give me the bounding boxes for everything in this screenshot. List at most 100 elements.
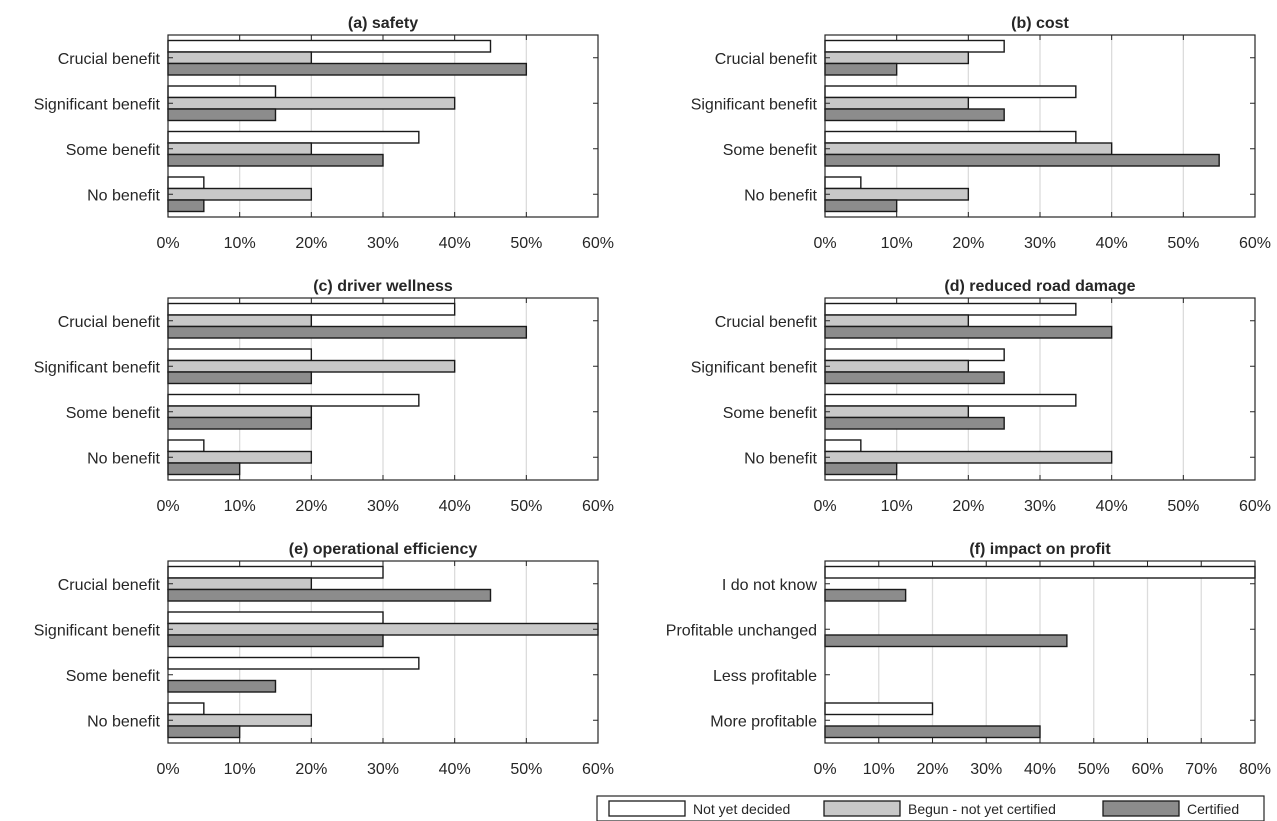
bar [167,371,313,385]
bar [824,588,907,602]
x-tick-label: 50% [510,235,542,252]
category-label: Some benefit [723,405,818,422]
chart-panel-2: Crucial benefit Significant benefit Some b… [691,15,1271,252]
panel-title: (a) safety [348,15,418,32]
category-label: I do not know [722,577,818,594]
bar [824,416,1005,430]
bar [824,51,970,65]
category-label: No benefit [744,187,817,204]
bar [167,588,492,602]
bar [167,51,313,65]
x-tick-label: 30% [1024,235,1056,252]
x-tick-label: 10% [224,761,256,778]
category-label: Significant benefit [691,96,818,113]
category-label: No benefit [87,187,160,204]
bar [167,348,313,362]
bar [824,393,1077,407]
panel-title: (b) cost [1011,15,1069,32]
bar [824,405,970,419]
x-tick-label: 50% [1167,235,1199,252]
x-tick-label: 10% [881,498,913,515]
bar [824,450,1113,464]
category-label: No benefit [87,450,160,467]
category-label: Some benefit [66,142,161,159]
legend-label: Certified [1187,801,1239,817]
x-tick-label: 50% [1078,761,1110,778]
bar [167,153,384,167]
bar [167,39,492,53]
category-label: Crucial benefit [715,51,818,68]
category-label: Some benefit [66,668,161,685]
bar [167,187,313,201]
panel-title: (d) reduced road damage [944,278,1135,295]
category-label: No benefit [87,713,160,730]
x-tick-label: 10% [224,235,256,252]
x-tick-label: 30% [367,235,399,252]
bar [824,462,898,476]
x-tick-label: 40% [439,235,471,252]
legend-swatch [608,800,686,817]
bar [824,96,970,110]
bar [824,176,862,190]
legend-item: Begun - not yet certified [823,800,1056,817]
category-label: No benefit [744,450,817,467]
bar [824,108,1005,122]
x-tick-label: 20% [295,761,327,778]
category-label: Significant benefit [34,622,161,639]
x-tick-label: 0% [156,498,179,515]
bar [167,702,205,716]
x-tick-label: 0% [813,235,836,252]
x-tick-label: 40% [439,761,471,778]
x-tick-label: 60% [582,235,614,252]
panel-title: (f) impact on profit [969,541,1111,558]
bar [167,130,420,144]
x-tick-label: 0% [156,761,179,778]
legend-swatch [1102,800,1180,817]
bar [824,199,898,213]
bar [824,439,862,453]
bar [824,702,934,716]
bar [824,302,1077,316]
bar [167,713,313,727]
x-tick-label: 70% [1185,761,1217,778]
bar [167,679,277,693]
bar [824,725,1041,739]
bar [167,634,384,648]
bar [167,142,313,156]
panel-title: (e) operational efficiency [289,541,478,558]
bar [824,371,1005,385]
x-tick-label: 30% [1024,498,1056,515]
x-tick-label: 20% [295,498,327,515]
x-tick-label: 30% [970,761,1002,778]
x-tick-label: 20% [952,498,984,515]
chart-panel-1: Crucial benefit Significant benefit Some b… [34,15,614,252]
bar [167,656,420,670]
x-tick-label: 30% [367,498,399,515]
x-tick-label: 10% [224,498,256,515]
category-label: Less profitable [713,668,817,685]
bar [167,439,205,453]
category-label: Profitable unchanged [666,622,817,639]
category-label: More profitable [710,713,817,730]
x-tick-label: 30% [367,761,399,778]
x-tick-label: 60% [582,761,614,778]
x-tick-label: 20% [916,761,948,778]
x-tick-label: 40% [439,498,471,515]
bar [167,314,313,328]
bar [167,565,384,579]
legend-item: Not yet decided [608,800,790,817]
bar [167,62,528,76]
bar [824,348,1005,362]
bar [824,359,970,373]
category-label: Some benefit [723,142,818,159]
bar [167,108,277,122]
bar [824,39,1005,53]
bar [824,62,898,76]
panel-title: (c) driver wellness [313,278,453,295]
legend-swatch [823,800,901,817]
category-label: Crucial benefit [715,314,818,331]
bar [167,725,241,739]
bar [167,199,205,213]
x-tick-label: 0% [813,498,836,515]
